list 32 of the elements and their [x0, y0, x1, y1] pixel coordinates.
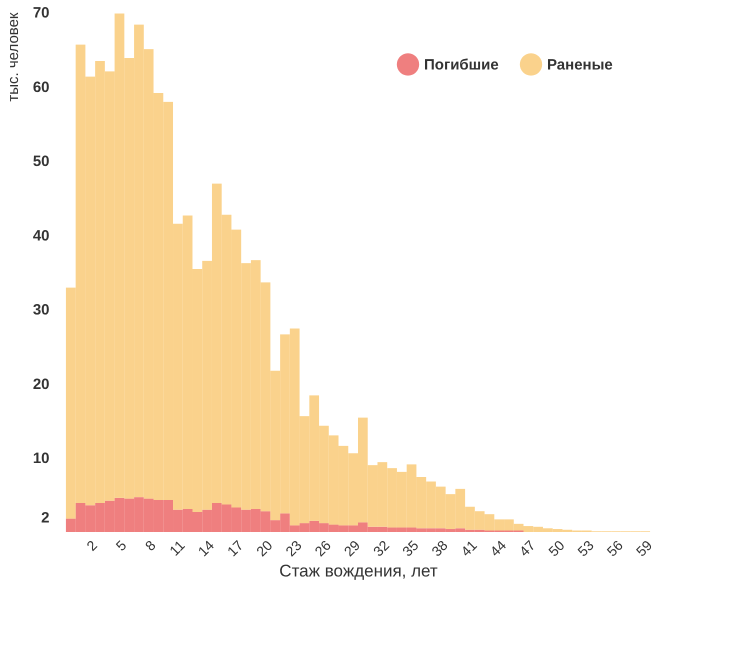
- x-tick-label: 50: [545, 536, 568, 560]
- y-tick-label: 60: [32, 78, 50, 96]
- x-tick-label: 2: [83, 536, 100, 554]
- x-tick-label: 56: [604, 536, 626, 560]
- x-tick-label: 59: [632, 536, 656, 560]
- x-tick-label: 53: [574, 536, 597, 560]
- x-tick-label: 20: [253, 536, 276, 560]
- x-tick-label: 5: [112, 536, 130, 554]
- legend-label: Погибшие: [424, 56, 499, 74]
- x-tick-label: 38: [428, 536, 451, 560]
- y-tick-label: 10: [32, 450, 50, 468]
- y-tick-label: 30: [32, 302, 50, 319]
- x-tick-label: 17: [224, 536, 246, 560]
- x-tick-label: 29: [340, 536, 364, 560]
- x-axis-title: Стаж вождения, лет: [279, 561, 438, 580]
- legend-label: Раненые: [547, 56, 613, 74]
- y-axis-title: тыс. человек: [4, 12, 22, 102]
- x-tick-label: 8: [142, 536, 159, 554]
- x-tick-label: 47: [516, 536, 538, 560]
- x-tick-label: 23: [282, 536, 305, 560]
- x-tick-label: 44: [486, 536, 510, 560]
- y-tick-label: 2: [41, 510, 50, 527]
- x-tick-label: 11: [166, 536, 188, 559]
- y-tick-label: 20: [32, 376, 50, 393]
- y-tick-label: 50: [32, 153, 50, 170]
- x-tick-label: 32: [370, 536, 392, 560]
- y-tick-label: 70: [32, 4, 50, 22]
- x-tick-label: 14: [194, 536, 218, 560]
- x-tick-label: 26: [311, 536, 334, 560]
- x-tick-label: 35: [399, 536, 422, 560]
- x-tick-label: 41: [458, 536, 480, 560]
- y-tick-label: 40: [32, 227, 50, 244]
